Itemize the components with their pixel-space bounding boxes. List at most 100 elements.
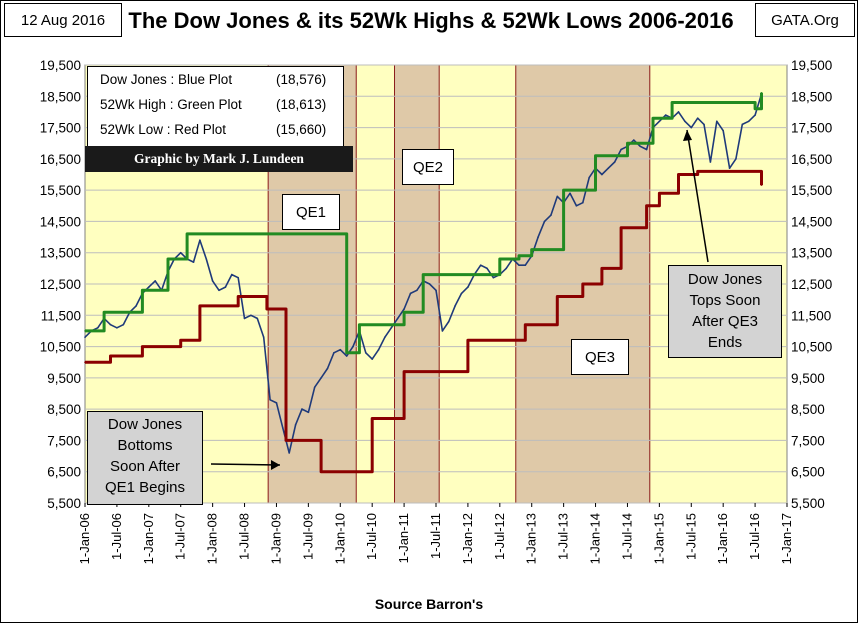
data-point — [307, 411, 310, 414]
data-point — [652, 117, 654, 119]
y-tick-label-right: 5,500 — [791, 496, 825, 511]
bottom-note-line-3: Soon After — [109, 458, 181, 475]
qe2-label: QE2 — [402, 149, 454, 185]
data-point — [422, 273, 425, 276]
data-point — [275, 402, 278, 404]
y-tick-label-right: 17,500 — [791, 121, 832, 136]
y-tick-label-right: 14,500 — [791, 214, 832, 229]
data-point — [167, 258, 169, 260]
x-tick-label: 1-Jan-14 — [588, 513, 603, 564]
y-tick-label-left: 14,500 — [40, 214, 81, 229]
data-point — [760, 184, 763, 186]
x-tick-label: 1-Jul-06 — [109, 513, 124, 560]
x-tick-label: 1-Jul-13 — [556, 513, 571, 560]
data-point — [550, 214, 552, 216]
y-tick-label-right: 12,500 — [791, 277, 832, 292]
data-point — [409, 292, 412, 295]
data-point — [613, 161, 616, 163]
y-tick-label-right: 7,500 — [791, 433, 825, 448]
data-point — [294, 424, 297, 426]
data-point — [403, 308, 405, 310]
data-point — [594, 154, 597, 157]
data-point — [677, 173, 680, 176]
data-point — [435, 370, 437, 373]
chart-title: The Dow Jones & its 52Wk Highs & 52Wk Lo… — [128, 8, 734, 33]
x-tick-label: 1-Jul-08 — [237, 513, 252, 560]
data-point — [358, 323, 361, 326]
data-point — [301, 408, 303, 410]
data-point — [671, 101, 673, 104]
x-tick-label: 1-Jul-09 — [300, 513, 315, 560]
data-point — [696, 170, 699, 173]
data-point — [320, 470, 322, 473]
data-point — [677, 111, 680, 113]
data-point — [658, 120, 661, 123]
data-point — [116, 327, 118, 329]
data-point — [499, 339, 501, 342]
y-tick-label-right: 9,500 — [791, 371, 825, 386]
legend-value-low: (15,660) — [276, 122, 327, 137]
data-point — [122, 323, 125, 326]
legend-label-low: 52Wk Low : Red Plot — [100, 122, 227, 137]
data-point — [645, 148, 648, 151]
legend-label-high: 52Wk High : Green Plot — [100, 97, 242, 112]
data-point — [703, 123, 705, 126]
y-tick-label-right: 18,500 — [791, 89, 832, 104]
x-tick-label: 1-Jan-17 — [779, 513, 794, 564]
data-point — [320, 377, 322, 379]
data-point — [154, 280, 156, 282]
data-point — [371, 358, 374, 360]
data-point — [269, 399, 271, 401]
data-point — [486, 267, 488, 270]
data-point — [103, 311, 105, 314]
y-tick-label-left: 16,500 — [40, 152, 81, 167]
data-point — [250, 314, 252, 317]
y-tick-label-right: 8,500 — [791, 402, 825, 417]
data-point — [575, 205, 578, 207]
data-point — [345, 470, 348, 473]
data-point — [84, 330, 86, 332]
data-point — [754, 114, 756, 116]
data-point — [266, 308, 268, 310]
data-point — [696, 117, 699, 119]
data-point — [428, 283, 431, 285]
data-point — [530, 248, 533, 251]
x-tick-label: 1-Jan-07 — [141, 513, 156, 564]
y-tick-label-left: 9,500 — [47, 371, 81, 386]
top-note-line-1: Dow Jones — [687, 271, 763, 288]
legend-row-high: 52Wk High : Green Plot (18,613) — [100, 97, 340, 117]
data-point — [179, 339, 182, 342]
data-point — [754, 108, 756, 110]
data-point — [218, 289, 220, 292]
y-tick-label-left: 11,500 — [41, 308, 81, 323]
data-point — [747, 120, 750, 123]
data-point — [313, 386, 316, 389]
x-tick-label: 1-Jul-15 — [683, 513, 698, 560]
y-tick-label-left: 19,500 — [40, 58, 81, 73]
data-point — [141, 289, 144, 292]
top-note: Dow Jones Tops Soon After QE3 Ends — [668, 265, 782, 358]
data-point — [601, 267, 603, 270]
data-point — [741, 101, 744, 104]
y-tick-label-right: 10,500 — [791, 340, 832, 355]
y-tick-label-right: 6,500 — [791, 465, 825, 480]
data-point — [333, 352, 335, 354]
data-point — [524, 323, 527, 326]
top-note-line-2: Tops Soon — [689, 292, 761, 309]
qe3-label: QE3 — [571, 339, 629, 375]
x-tick-label: 1-Jan-12 — [460, 513, 475, 564]
qe1-label: QE1 — [282, 194, 340, 230]
data-point — [84, 336, 86, 339]
data-point — [285, 439, 287, 442]
x-tick-label: 1-Jul-14 — [619, 513, 634, 560]
data-point — [224, 286, 227, 288]
data-point — [524, 264, 527, 267]
data-point — [664, 114, 667, 116]
y-tick-label-right: 15,500 — [791, 183, 832, 198]
data-point — [607, 167, 610, 169]
data-point — [645, 205, 648, 207]
data-point — [326, 367, 329, 370]
bottom-note-line-4: QE1 Begins — [104, 479, 186, 496]
data-point — [365, 352, 367, 354]
y-tick-label-left: 5,500 — [47, 496, 81, 511]
